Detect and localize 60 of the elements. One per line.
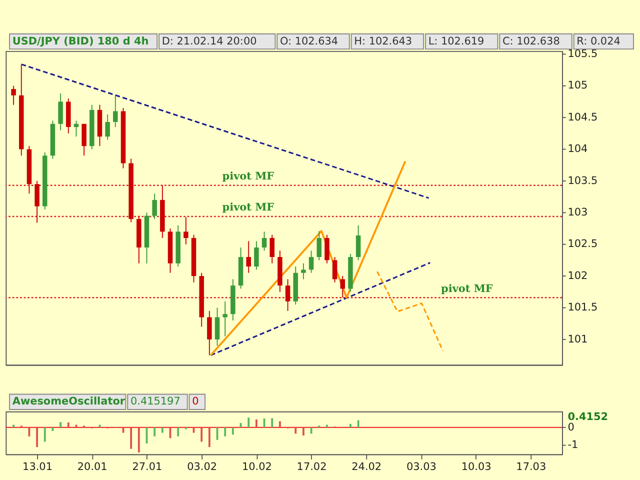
y-tick-label: 101 (568, 333, 588, 346)
candlestick (308, 250, 314, 274)
candlestick (34, 180, 40, 224)
x-tick-label: 10.03 (461, 460, 492, 473)
text: 0 (192, 396, 199, 408)
candlestick (324, 234, 330, 264)
candlestick (184, 216, 188, 245)
candlestick (285, 278, 290, 312)
text: C: 102.638 (502, 35, 560, 48)
ref-line-label: pivot MF (222, 170, 275, 183)
text: 0.415197 (130, 396, 180, 408)
candlestick (270, 234, 274, 264)
candlestick (246, 240, 251, 274)
y-tick-label: 103.5 (568, 174, 598, 187)
text: R: 0.024 (576, 35, 621, 48)
candlestick (254, 240, 259, 270)
candlestick (58, 92, 63, 131)
candlestick (82, 123, 86, 156)
x-tick-label: 27.01 (132, 460, 162, 473)
x-tick-label: 17.03 (516, 460, 546, 473)
text: D: 21.02.14 20:00 (162, 35, 257, 48)
y-tick-label: 105 (568, 80, 588, 92)
candlestick (356, 224, 361, 261)
text: O: 102.634 (280, 35, 338, 48)
y-tick-label: 103 (568, 206, 588, 218)
candlestick (74, 120, 79, 138)
ref-line-label: pivot MF (441, 282, 494, 295)
x-tick-label: 13.01 (22, 460, 52, 473)
chart-title: AwesomeOscillator (12, 396, 126, 408)
candlestick (340, 276, 346, 298)
x-tick-label: 03.03 (406, 460, 436, 473)
y-tick-label: 105.5 (568, 48, 598, 60)
candlestick (152, 193, 157, 220)
y-tick-label: -1 (568, 439, 578, 452)
chart-title: USD/JPY (BID) 180 d 4h (12, 35, 149, 48)
text: 0.4152 (568, 410, 608, 423)
candlestick (207, 310, 212, 356)
text: L: 102.619 (428, 35, 484, 48)
ref-line-label: pivot MF (222, 202, 275, 214)
y-tick-label: 101.5 (568, 302, 598, 314)
candlestick (105, 114, 110, 140)
x-tick-label: 24.02 (352, 460, 382, 473)
x-tick-label: 20.01 (77, 460, 108, 473)
y-tick-label: 102 (568, 270, 588, 282)
candlestick (262, 231, 267, 252)
x-tick-label: 10.02 (242, 460, 272, 473)
y-tick-label: 0 (568, 421, 574, 434)
candlestick (11, 85, 16, 106)
candlestick (113, 96, 118, 128)
y-tick-label: 104 (568, 143, 588, 156)
x-tick-label: 03.02 (187, 460, 218, 473)
candlestick (301, 262, 306, 280)
candlestick (222, 300, 228, 337)
y-tick-label: 104.5 (568, 111, 598, 124)
x-tick-label: 17.02 (296, 460, 327, 473)
candlestick (316, 230, 322, 261)
y-tick-label: 102.5 (568, 238, 598, 250)
candlestick (214, 307, 220, 346)
candlestick (332, 256, 338, 283)
text: H: 102.643 (354, 35, 412, 48)
